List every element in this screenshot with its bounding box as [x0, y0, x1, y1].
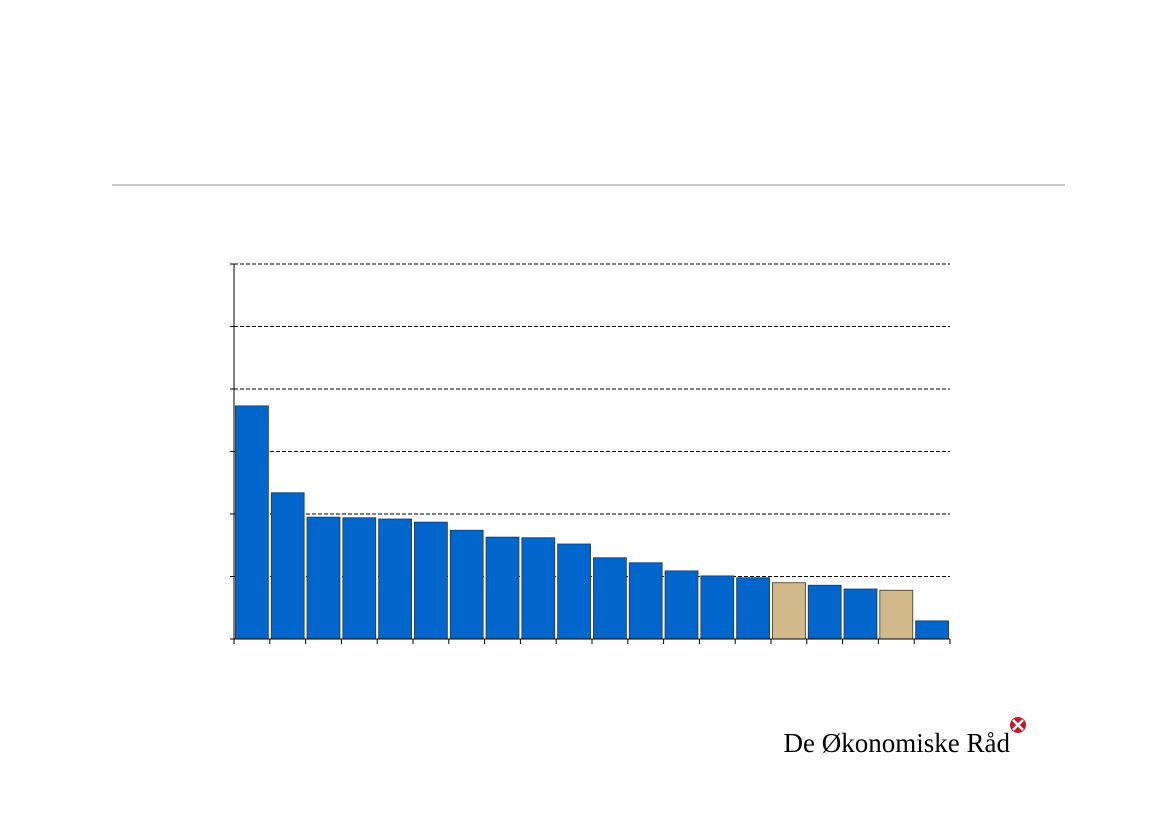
bar [915, 620, 949, 640]
bar [378, 518, 412, 640]
bar [270, 492, 305, 640]
bar [557, 543, 591, 640]
bar [772, 582, 806, 640]
logo-icon [1010, 717, 1026, 733]
bar [521, 537, 556, 640]
bar [700, 575, 735, 640]
bar [628, 562, 663, 640]
bar [593, 557, 627, 640]
bar [414, 521, 448, 640]
bar [843, 588, 878, 640]
bar [306, 516, 341, 640]
logo-text: De Økonomiske Råd [784, 728, 1011, 758]
bar [736, 577, 770, 640]
bar [449, 529, 484, 640]
bar [485, 536, 520, 640]
bar [807, 584, 842, 640]
bar [235, 405, 269, 640]
bar [879, 589, 914, 640]
bar [342, 517, 377, 640]
bar [664, 570, 699, 640]
